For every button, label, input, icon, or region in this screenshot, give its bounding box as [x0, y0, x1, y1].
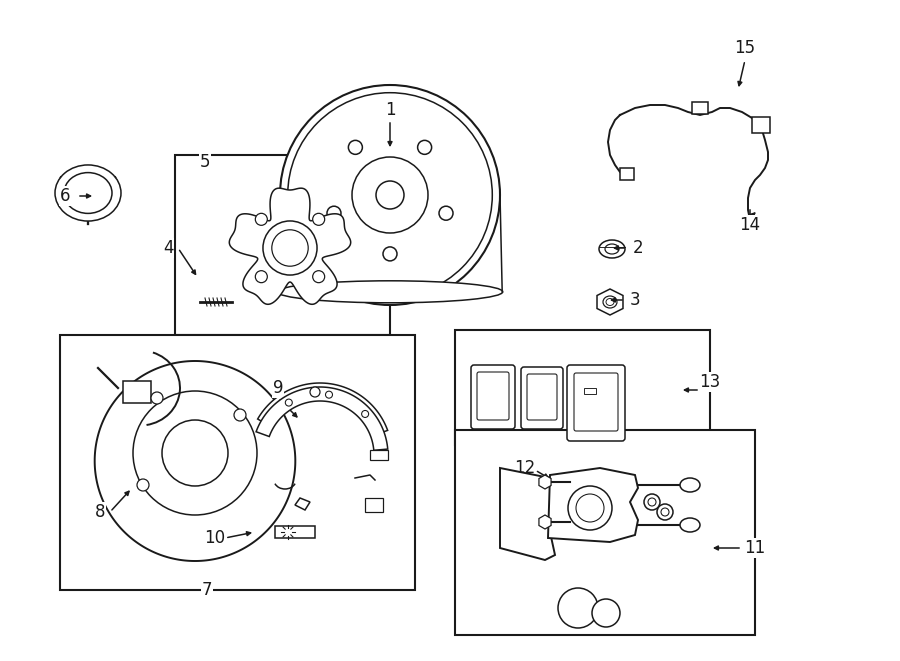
Polygon shape	[548, 468, 638, 542]
Circle shape	[352, 157, 428, 233]
Polygon shape	[257, 383, 388, 435]
Text: 11: 11	[744, 539, 766, 557]
Ellipse shape	[55, 165, 121, 221]
Bar	[60, 335, 415, 590]
Circle shape	[648, 498, 656, 506]
Ellipse shape	[744, 219, 756, 227]
Text: 10: 10	[204, 529, 226, 547]
Bar	[275, 526, 315, 538]
Circle shape	[576, 494, 604, 522]
Polygon shape	[230, 188, 351, 304]
Circle shape	[348, 140, 363, 155]
Text: 15: 15	[734, 39, 756, 57]
FancyBboxPatch shape	[477, 372, 509, 420]
Text: 7: 7	[202, 581, 212, 599]
Bar	[692, 102, 708, 114]
Circle shape	[162, 420, 228, 486]
Polygon shape	[295, 498, 310, 510]
Bar	[175, 155, 390, 335]
Ellipse shape	[680, 478, 700, 492]
Text: 12: 12	[515, 459, 536, 477]
Polygon shape	[597, 289, 623, 315]
FancyBboxPatch shape	[521, 367, 563, 429]
Ellipse shape	[603, 296, 617, 308]
Bar	[455, 430, 755, 635]
Bar	[370, 450, 388, 460]
Text: 9: 9	[273, 379, 284, 397]
Circle shape	[568, 486, 612, 530]
Circle shape	[376, 181, 404, 209]
Text: 8: 8	[94, 503, 105, 521]
Ellipse shape	[277, 281, 503, 303]
Circle shape	[272, 230, 308, 266]
Circle shape	[592, 599, 620, 627]
Circle shape	[285, 399, 292, 406]
Text: 4: 4	[163, 239, 173, 257]
Circle shape	[362, 410, 369, 418]
Bar	[620, 168, 634, 180]
Ellipse shape	[64, 173, 112, 214]
Text: 2: 2	[633, 239, 643, 257]
Bar	[123, 381, 151, 403]
Bar	[752, 117, 770, 133]
Circle shape	[234, 409, 246, 421]
Circle shape	[383, 247, 397, 261]
Text: 5: 5	[200, 153, 211, 171]
Polygon shape	[256, 387, 388, 450]
Bar	[365, 498, 383, 512]
Ellipse shape	[680, 518, 700, 532]
Circle shape	[310, 387, 320, 397]
Text: 13: 13	[699, 373, 721, 391]
Polygon shape	[539, 475, 551, 489]
Circle shape	[558, 588, 598, 628]
FancyBboxPatch shape	[574, 373, 618, 431]
Ellipse shape	[606, 299, 614, 305]
Polygon shape	[539, 515, 551, 529]
Bar	[584, 388, 596, 394]
FancyBboxPatch shape	[471, 365, 515, 429]
Text: 14: 14	[740, 216, 760, 234]
FancyBboxPatch shape	[567, 365, 625, 441]
Ellipse shape	[599, 240, 625, 258]
Polygon shape	[94, 361, 295, 561]
Circle shape	[312, 214, 325, 225]
Circle shape	[280, 85, 500, 305]
Ellipse shape	[605, 244, 619, 254]
Circle shape	[137, 479, 149, 491]
Circle shape	[439, 206, 453, 220]
Circle shape	[326, 391, 332, 398]
Text: 1: 1	[384, 101, 395, 119]
FancyBboxPatch shape	[527, 374, 557, 420]
Bar	[455, 330, 710, 445]
Circle shape	[256, 214, 267, 225]
Circle shape	[151, 392, 163, 404]
Polygon shape	[500, 468, 565, 560]
Circle shape	[661, 508, 669, 516]
Text: 6: 6	[59, 187, 70, 205]
Circle shape	[312, 271, 325, 283]
Circle shape	[327, 206, 341, 220]
Circle shape	[133, 391, 257, 515]
Text: 3: 3	[630, 291, 640, 309]
Circle shape	[256, 271, 267, 283]
Circle shape	[644, 494, 660, 510]
Circle shape	[288, 93, 492, 297]
Circle shape	[263, 221, 317, 275]
Circle shape	[657, 504, 673, 520]
Circle shape	[418, 140, 432, 155]
